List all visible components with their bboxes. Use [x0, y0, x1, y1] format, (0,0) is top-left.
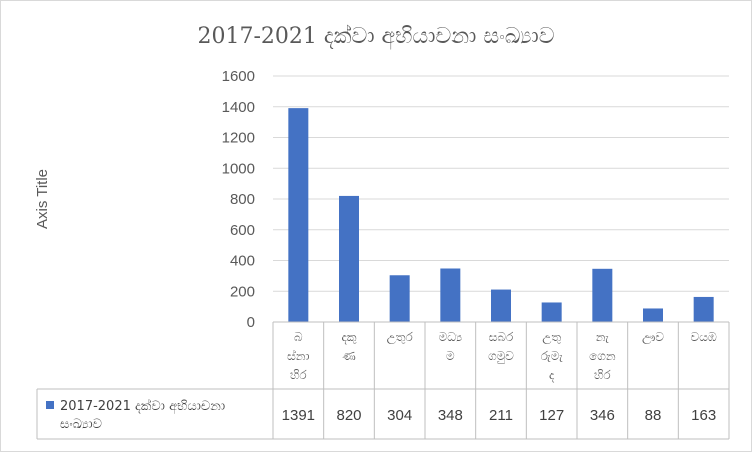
y-tick-label: 1000 [222, 160, 255, 177]
category-label: ස්නා [287, 349, 309, 363]
data-table-value: 211 [489, 407, 513, 424]
data-table-value: 163 [691, 407, 716, 424]
data-table: බ ස්නා හිර දකු ණ උතුර මධ්‍ය ම සබර ගමුව උතු රුමැ ද නැ ග… [36, 321, 730, 440]
y-tick-label: 0 [247, 314, 255, 331]
bar [389, 275, 410, 322]
data-table-value: 1391 [282, 407, 315, 424]
legend-label: සංඛ්‍යාව [60, 417, 102, 432]
category-label: උතුර [387, 330, 414, 345]
category-label: හිර [290, 368, 307, 382]
legend-swatch [46, 401, 54, 409]
data-table-value: 88 [645, 407, 662, 424]
legend: 2017-2021 දක්වා අභියාචනා සංඛ්‍යාව [46, 398, 225, 432]
category-label: රුමැ [541, 349, 564, 363]
data-table-value: 348 [438, 407, 463, 424]
category-label: උතු [542, 330, 561, 345]
bars [288, 108, 714, 322]
y-tick-label: 1200 [222, 130, 255, 147]
y-tick-label: 600 [230, 222, 255, 239]
bar [643, 308, 663, 322]
category-label: සබර [489, 330, 514, 344]
category-label: මධ්‍ය [439, 330, 463, 344]
category-label: ද [549, 368, 555, 382]
bar [541, 302, 562, 322]
category-label: වයඹ [691, 330, 717, 344]
legend-label: 2017-2021 දක්වා අභියාචනා [60, 398, 225, 414]
chart-title: 2017-2021 දක්වා අභියාචනා සංඛ්‍යාව [197, 24, 554, 50]
data-table-value: 346 [590, 407, 615, 424]
category-label: ගෙන [589, 349, 616, 363]
y-tick-label: 1400 [222, 99, 255, 116]
bar [693, 296, 714, 322]
y-tick-label: 400 [230, 253, 255, 270]
data-table-value: 820 [336, 407, 361, 424]
bar [339, 195, 359, 322]
bar [440, 268, 461, 322]
y-axis-title: Axis Title [34, 169, 51, 229]
category-label: ම [446, 349, 455, 363]
y-axis-ticks: 0 200 400 600 800 1000 1200 1400 1600 [222, 68, 255, 331]
bar [491, 289, 511, 322]
category-label: ඌව [642, 330, 664, 345]
category-label: බ [294, 330, 303, 344]
bar [592, 268, 613, 322]
category-label: හිර [594, 368, 611, 382]
category-label: ණ [342, 349, 355, 363]
category-label: නැ [596, 330, 610, 344]
bar [288, 108, 309, 322]
y-tick-label: 200 [230, 283, 255, 300]
data-table-value: 127 [539, 407, 564, 424]
category-label: දකු [341, 330, 356, 344]
y-tick-label: 1600 [222, 68, 255, 85]
category-label: ගමුව [488, 349, 514, 364]
y-tick-label: 800 [230, 191, 255, 208]
data-table-value: 304 [387, 407, 412, 424]
